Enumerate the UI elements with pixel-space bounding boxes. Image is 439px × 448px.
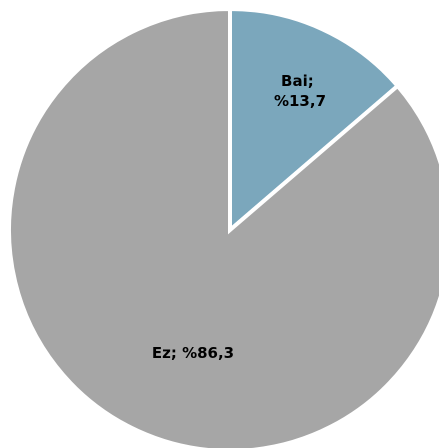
data-label-bai-line2: %13,7 — [274, 92, 326, 110]
data-label-ez: Ez; %86,3 — [152, 344, 234, 362]
data-label-bai: Bai; %13,7 — [274, 72, 326, 110]
data-label-bai-line1: Bai; — [281, 72, 314, 90]
pie-slices — [7, 6, 439, 448]
pie-slice-bai — [228, 6, 401, 235]
pie-slice-ez — [7, 6, 439, 448]
data-label-ez-line1: Ez; %86,3 — [152, 344, 234, 362]
